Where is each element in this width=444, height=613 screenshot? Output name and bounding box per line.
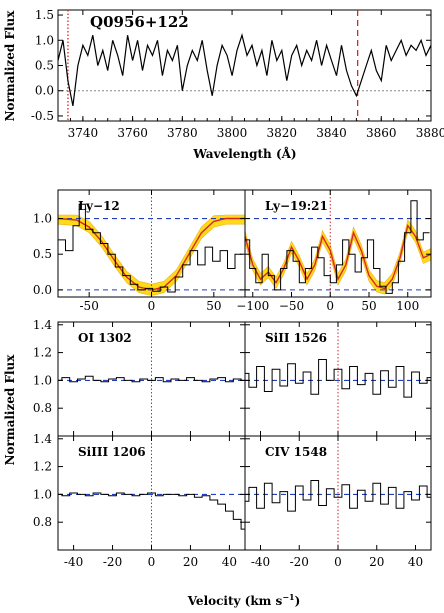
ly12-model-band [58,214,245,296]
spectrum-ytick-label: 0.5 [35,59,54,73]
sii1526-label: SiII 1526 [265,331,327,345]
spectrum-ytick-label: 1.0 [35,33,54,47]
ly19_21-xtick-label: −100 [236,299,269,313]
oi1302-ytick-label: 1.4 [33,318,52,332]
ly12-ytick-label: 0.5 [33,247,52,261]
ly12-flux-histogram [58,203,243,293]
civ1548-flux-histogram [245,480,431,512]
oi1302-panel: OI 1302 0.8 1.0 1.2 1.4 [33,318,246,437]
siiii1206-ytick-label: 1.4 [33,432,52,446]
ly19_21-xtick-label: 0 [326,299,334,313]
civ1548-xtick-label: -40 [251,555,270,569]
ly19_21-flux-histogram [245,200,430,294]
siiii1206-plot [58,436,245,550]
sii1526-panel: SiII 1526 [244,321,432,437]
velocity-grid: Ly−12 -50 0 50 0.0 0.5 1.0 Ly−19:21 −100 −50 0 50 1… [3,189,432,608]
oi1302-ytick-label: 1.0 [33,373,52,387]
siiii1206-xtick-label: 0 [148,555,156,569]
spectrum-flux-line [57,33,432,107]
oi1302-plot [58,322,245,436]
spectrum-ytick-label: 0.0 [35,84,54,98]
spectrum-xtick-label: 3760 [117,126,148,140]
siiii1206-flux-histogram [58,492,245,530]
oi1302-ytick-label: 0.8 [33,401,52,415]
spectrum-xtick-label: 3740 [68,126,99,140]
civ1548-xtick-label: -20 [290,555,309,569]
oi1302-ytick-label: 1.2 [33,346,52,360]
siiii1206-ytick-label: 0.8 [33,515,52,529]
siiii1206-panel: SiIII 1206 -40 -20 0 20 40 0.8 1.0 1.2 1.4 [33,432,246,569]
grid-ylabel: Normalized Flux [3,354,17,466]
spectrum-xtick-label: 3840 [316,126,347,140]
civ1548-xtick-label: 20 [369,555,384,569]
oi1302-flux-histogram [58,375,245,383]
civ1548-plot [245,436,431,550]
oi1302-label: OI 1302 [78,331,132,345]
spectrum-title: Q0956+122 [90,13,189,31]
ly12-xtick-label: 0 [148,299,156,313]
siiii1206-ytick-label: 1.2 [33,460,52,474]
siiii1206-label: SiIII 1206 [78,445,146,459]
spectrum-xtick-label: 3800 [217,126,248,140]
ly19_21-model-band [245,219,431,295]
spectrum-ylabel: Normalized Flux [3,10,17,122]
civ1548-xtick-label: 40 [408,555,423,569]
spectrum-xtick-label: 3880 [416,126,444,140]
siiii1206-xtick-label: 20 [183,555,198,569]
ly19_21-xtick-label: −50 [279,299,304,313]
ly12-plot [58,190,245,297]
ly12-xtick-label: -50 [80,299,99,313]
ly12-ytick-label: 1.0 [33,212,52,226]
spectrum-ytick-label: 1.5 [35,8,54,22]
ly19_21-xtick-label: 100 [396,299,419,313]
ly19_21-model-line [245,224,431,290]
civ1548-label: CIV 1548 [265,445,327,459]
ly12-panel: Ly−12 -50 0 50 0.0 0.5 1.0 [33,189,246,313]
siiii1206-ytick-label: 1.0 [33,487,52,501]
ly12-xtick-label: 50 [206,299,221,313]
spectrum-ytick-label: -0.5 [31,109,54,123]
civ1548-xtick-label: 0 [334,555,342,569]
ly19_21-plot [245,190,431,297]
sii1526-flux-histogram [245,359,431,398]
ly12-label: Ly−12 [78,199,120,213]
spectrum-xtick-label: 3820 [267,126,298,140]
siiii1206-xtick-label: -40 [64,555,83,569]
civ1548-panel: CIV 1548 -40 -20 0 20 40 [244,435,432,569]
siiii1206-xtick-label: -20 [103,555,122,569]
spectrum-xtick-label: 3860 [366,126,397,140]
ly12-ytick-label: 0.0 [33,283,52,297]
sii1526-plot [245,322,431,436]
ly19_21-label: Ly−19:21 [265,199,328,213]
spectrum-panel: 3740 3760 3780 3800 3820 3840 3860 3880 -0.5 0.0… [3,8,444,161]
siiii1206-xtick-label: 40 [222,555,237,569]
velocity-xlabel: Velocity (km s−1) [187,592,301,608]
ly19-21-panel: Ly−19:21 −100 −50 0 50 100 [236,189,432,313]
ly19_21-frame [244,189,432,298]
spectrum-xtick-label: 3780 [167,126,198,140]
spectrum-xlabel: Wavelength (Å) [192,146,296,161]
ly19_21-xtick-label: 50 [361,299,376,313]
